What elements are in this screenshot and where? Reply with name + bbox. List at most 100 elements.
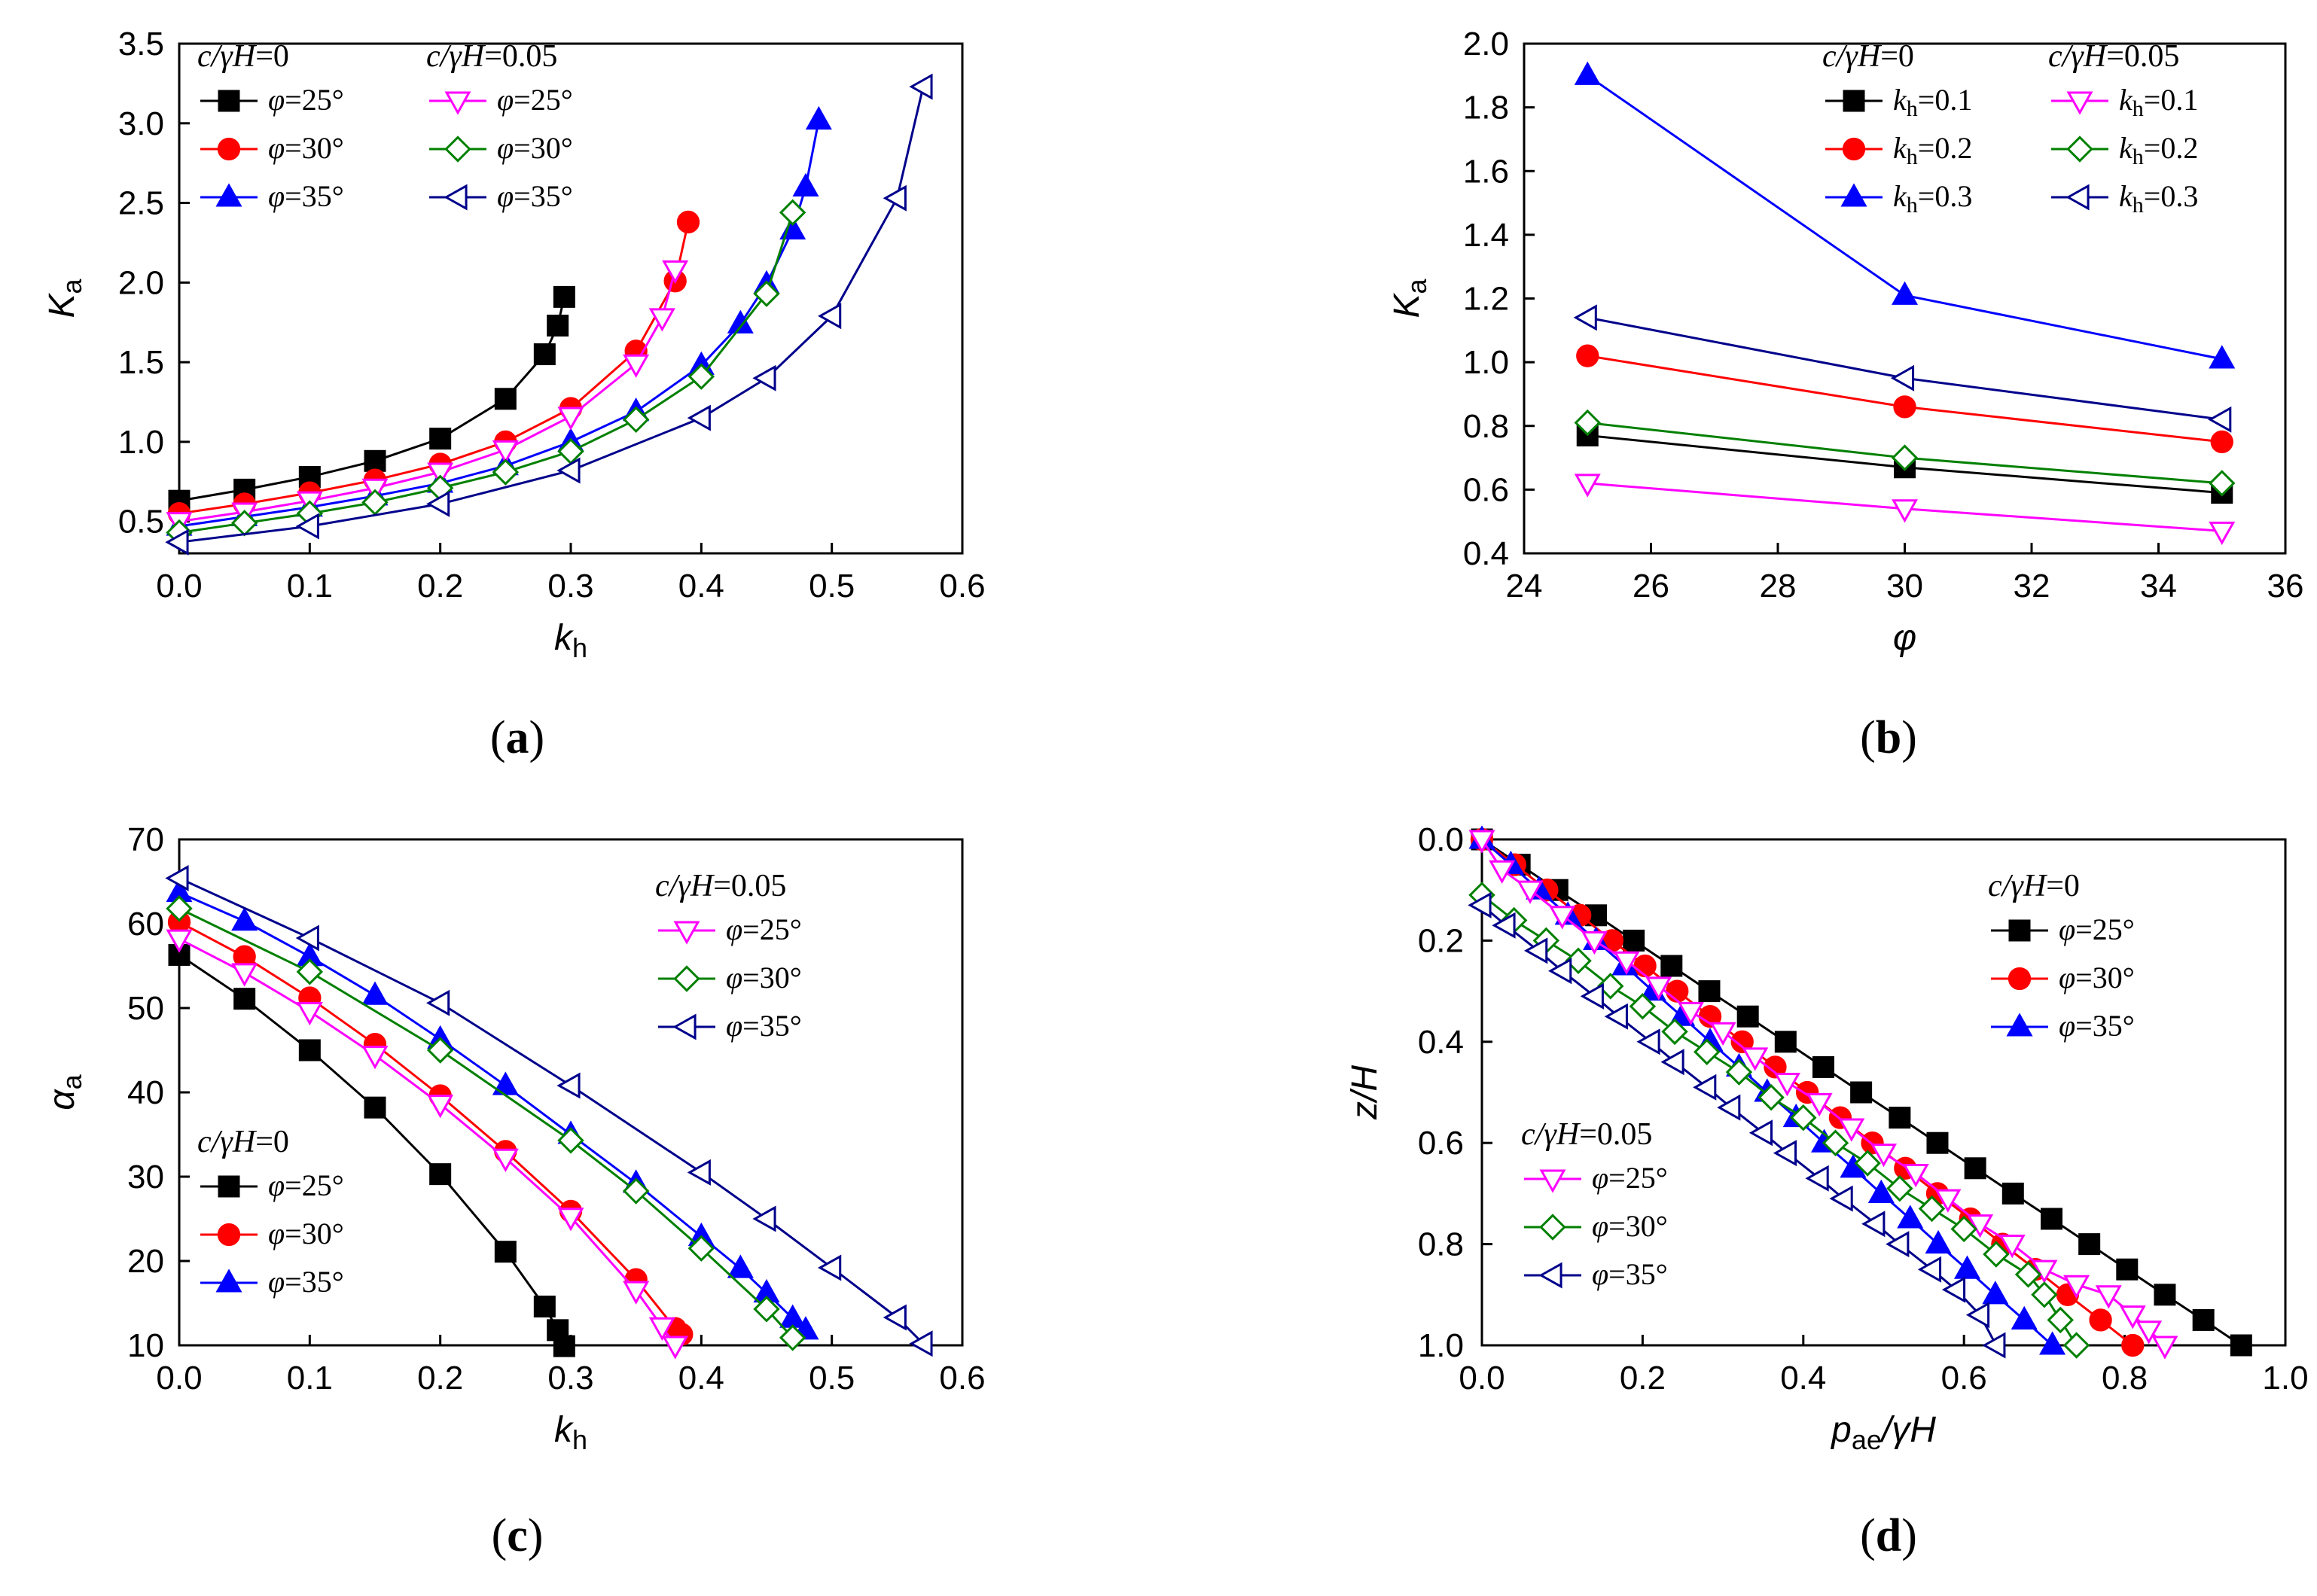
data-point — [1890, 364, 1915, 391]
legend-label: φ=35° — [1592, 1257, 1668, 1291]
data-point — [883, 1304, 907, 1331]
data-point — [557, 1127, 584, 1154]
data-point — [553, 285, 575, 308]
legend-marker — [1538, 1262, 1562, 1289]
data-point — [1633, 954, 1657, 978]
legend-item: φ=30° — [658, 961, 802, 994]
data-point — [492, 1071, 519, 1095]
data-point — [1604, 1003, 1628, 1030]
legend-marker — [215, 1269, 242, 1293]
legend-label: kh=0.2 — [1893, 131, 1972, 169]
legend-label: φ=25° — [1592, 1161, 1668, 1195]
data-point — [1812, 1055, 1834, 1078]
legend-label: φ=30° — [2059, 961, 2135, 994]
series-5 — [1468, 891, 2006, 1359]
data-point — [533, 1295, 556, 1317]
y-tick-label: 1.8 — [1463, 90, 1509, 126]
data-point — [166, 895, 193, 922]
legend-marker — [215, 183, 242, 207]
y-tick-label: 2.5 — [118, 185, 164, 222]
legend-item: φ=30° — [1991, 961, 2135, 994]
data-point — [1492, 912, 1516, 939]
data-point — [1730, 1030, 1754, 1053]
legend-item: φ=30° — [1524, 1209, 1668, 1243]
y-tick-label: 40 — [127, 1074, 164, 1111]
series-4 — [1468, 882, 2090, 1359]
data-point — [556, 1072, 581, 1099]
data-point — [1806, 1092, 1833, 1117]
data-point — [1574, 474, 1601, 498]
data-point — [1549, 906, 1576, 930]
data-point — [1709, 1022, 1736, 1046]
data-point — [818, 1254, 842, 1281]
data-point — [2119, 1305, 2146, 1329]
legend-marker — [2008, 919, 2031, 942]
x-tick-label: 0.0 — [1459, 1360, 1505, 1396]
legend-marker — [1840, 183, 1867, 207]
data-point — [1748, 1119, 1773, 1147]
data-point — [1693, 1074, 1717, 1101]
data-point — [1917, 1256, 1942, 1283]
data-point — [298, 1039, 321, 1061]
x-tick-label: 26 — [1633, 568, 1669, 605]
series-5 — [165, 865, 933, 1357]
data-point — [165, 865, 189, 892]
legend-marker — [1843, 90, 1865, 112]
series-3 — [1468, 830, 2178, 1360]
data-point — [909, 1330, 933, 1357]
legend-item: kh=0.2 — [1825, 131, 1972, 169]
data-point — [1925, 1229, 1952, 1254]
legend-marker — [444, 136, 471, 163]
data-point — [1854, 1150, 1881, 1177]
data-point — [1773, 1073, 1800, 1097]
legend-label: φ=30° — [268, 131, 344, 165]
x-tick-label: 0.8 — [2102, 1360, 2148, 1396]
x-axis-label: pae/γH — [1830, 1410, 1936, 1455]
legend-label: φ=25° — [726, 912, 802, 946]
legend-marker — [1539, 1214, 1566, 1241]
legend-item: φ=35° — [1524, 1257, 1668, 1291]
y-axis-label: αa — [42, 1074, 87, 1110]
legend-group-1: c/γH=0.05 φ=25° φ=30° φ=35° — [1521, 1117, 1668, 1291]
data-point — [231, 963, 258, 987]
series-4 — [1574, 409, 2236, 497]
data-point — [1468, 830, 1495, 854]
data-point — [2047, 1306, 2074, 1334]
data-point — [1660, 955, 1683, 977]
legend-item: kh=0.2 — [2051, 131, 2198, 169]
data-point — [1661, 1018, 1688, 1046]
series-line — [1587, 75, 2223, 361]
data-point — [231, 906, 258, 931]
data-point — [1867, 1179, 1895, 1203]
legend-title: c/γH=0 — [1822, 39, 1914, 74]
data-point — [805, 105, 832, 130]
y-tick-label: 1.4 — [1463, 217, 1509, 254]
series-5 — [1573, 304, 2232, 433]
series-4 — [166, 895, 806, 1351]
legend-label: φ=30° — [726, 961, 802, 994]
data-point — [727, 1254, 754, 1278]
legend-label: kh=0.1 — [2119, 83, 2198, 121]
x-tick-label: 0.2 — [1620, 1360, 1666, 1396]
data-point — [622, 406, 650, 434]
chart-a: 0.0 0.1 0.2 0.3 0.4 0.5 0.6 0.5 1.0 1.5 2.0 2.5 3.0 3… — [42, 26, 986, 763]
data-point — [233, 988, 256, 1010]
y-tick-label: 70 — [127, 821, 164, 858]
series-3 — [166, 929, 689, 1360]
data-point — [687, 404, 711, 431]
legend-marker — [444, 184, 468, 211]
data-point — [1629, 993, 1657, 1020]
data-point — [556, 457, 581, 484]
series-0 — [168, 285, 575, 512]
legend-label: φ=25° — [497, 83, 573, 117]
x-tick-label: 28 — [1760, 568, 1797, 605]
data-point — [1524, 937, 1548, 964]
legend-item: φ=30° — [429, 131, 573, 165]
data-point — [1468, 891, 1492, 918]
series-1 — [1576, 344, 2233, 454]
y-tick-label: 0.0 — [1418, 821, 1464, 858]
series-line — [178, 921, 683, 1336]
data-point — [2039, 1331, 2066, 1355]
data-point — [1636, 1028, 1660, 1055]
